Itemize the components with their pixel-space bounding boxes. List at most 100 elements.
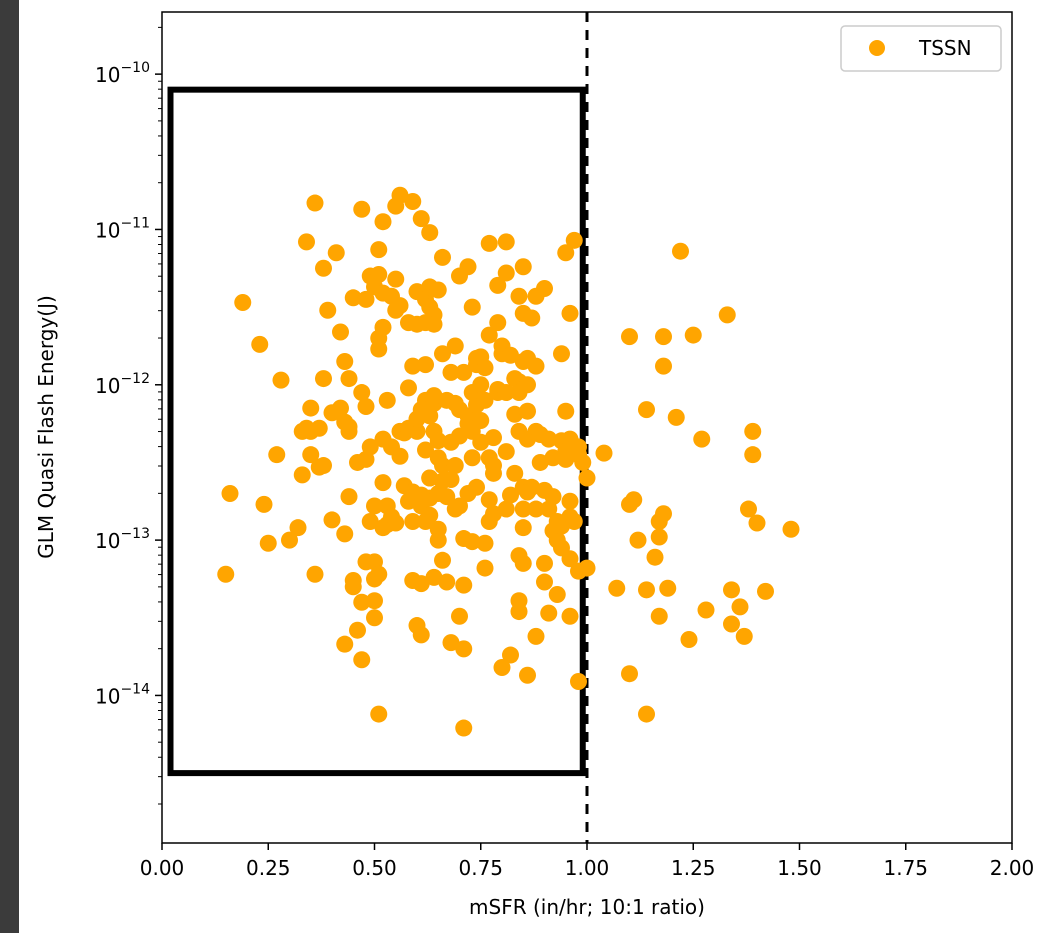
data-point — [485, 429, 502, 447]
data-point — [629, 531, 647, 549]
data-point — [391, 297, 409, 315]
data-point — [340, 370, 358, 388]
data-point — [561, 607, 579, 625]
data-point — [655, 357, 672, 375]
data-point — [421, 506, 439, 524]
data-point — [361, 512, 379, 530]
data-point — [306, 565, 324, 583]
data-point — [234, 293, 252, 311]
data-point — [332, 399, 349, 417]
data-point — [417, 356, 434, 374]
data-point — [451, 497, 468, 515]
data-point — [740, 500, 757, 518]
data-point — [480, 326, 498, 344]
x-axis-ticks: 0.00 0.25 0.50 0.75 1.00 1.25 1.50 1.75 2.00 — [140, 843, 1034, 880]
data-point — [493, 658, 511, 676]
data-point — [595, 444, 613, 462]
data-point — [514, 554, 532, 572]
data-point — [506, 405, 524, 423]
data-point — [438, 488, 456, 506]
data-point — [502, 646, 519, 664]
data-point — [646, 548, 664, 566]
data-point — [357, 290, 375, 308]
data-point — [442, 363, 460, 381]
data-point — [536, 573, 553, 591]
data-point — [455, 719, 473, 737]
scatter-chart: 0.00 0.25 0.50 0.75 1.00 1.25 1.50 1.75 2.00 10−… — [34, 11, 1034, 919]
data-point — [497, 500, 515, 518]
data-point — [387, 514, 405, 532]
data-point — [353, 200, 371, 218]
data-point — [476, 359, 494, 377]
data-point — [650, 607, 668, 625]
data-point — [323, 511, 341, 529]
data-point — [748, 514, 766, 532]
data-point — [514, 519, 532, 537]
data-point — [667, 408, 685, 426]
data-point — [442, 471, 460, 489]
data-point — [442, 634, 460, 652]
data-point — [476, 559, 494, 577]
data-point — [502, 486, 519, 504]
data-point — [315, 259, 332, 277]
data-point — [574, 453, 592, 471]
data-point — [638, 705, 655, 723]
data-point — [361, 438, 379, 456]
data-point — [561, 304, 579, 322]
data-point — [476, 391, 494, 409]
data-point — [485, 505, 502, 523]
x-tick-label: 0.75 — [458, 856, 503, 880]
data-point — [544, 449, 562, 467]
data-point — [344, 578, 362, 596]
data-point — [404, 192, 422, 210]
data-point — [735, 627, 753, 645]
data-point — [315, 370, 332, 388]
data-point — [357, 398, 375, 416]
data-point — [731, 598, 749, 616]
data-point — [319, 301, 337, 319]
data-point — [438, 573, 456, 591]
legend: TSSN — [840, 25, 1002, 72]
data-point — [451, 607, 468, 625]
data-point — [366, 592, 383, 610]
data-point — [527, 500, 545, 518]
data-point — [417, 441, 434, 459]
data-point — [565, 231, 583, 249]
data-point — [425, 315, 443, 333]
data-point — [434, 457, 451, 475]
y-tick-label: 10−10 — [95, 60, 150, 87]
data-point — [757, 582, 774, 600]
data-point — [578, 559, 596, 577]
data-point — [497, 384, 515, 402]
data-point — [489, 314, 507, 332]
x-tick-label: 1.50 — [777, 856, 822, 880]
data-point — [353, 593, 371, 611]
data-point — [434, 345, 451, 363]
data-point — [336, 635, 354, 653]
data-point — [332, 323, 349, 341]
data-point — [502, 346, 519, 364]
data-point — [472, 433, 490, 451]
data-point — [425, 568, 443, 586]
data-point — [293, 466, 311, 484]
data-point — [480, 234, 498, 252]
data-point — [680, 631, 698, 649]
y-tick-label: 10−14 — [95, 681, 150, 708]
data-point — [744, 446, 762, 464]
data-point — [536, 554, 553, 572]
data-point — [485, 457, 502, 475]
data-points — [217, 186, 800, 737]
data-point — [434, 248, 451, 266]
data-point — [638, 401, 655, 419]
data-point — [429, 281, 447, 299]
data-point — [723, 581, 740, 599]
data-point — [298, 233, 315, 251]
data-point — [497, 233, 515, 251]
data-point — [429, 520, 447, 538]
chart-figure: 0.00 0.25 0.50 0.75 1.00 1.25 1.50 1.75 2.00 10−… — [19, 0, 1058, 933]
data-point — [370, 705, 388, 723]
data-point — [557, 244, 575, 262]
data-point — [412, 626, 430, 644]
data-point — [391, 447, 409, 465]
data-point — [510, 287, 528, 305]
